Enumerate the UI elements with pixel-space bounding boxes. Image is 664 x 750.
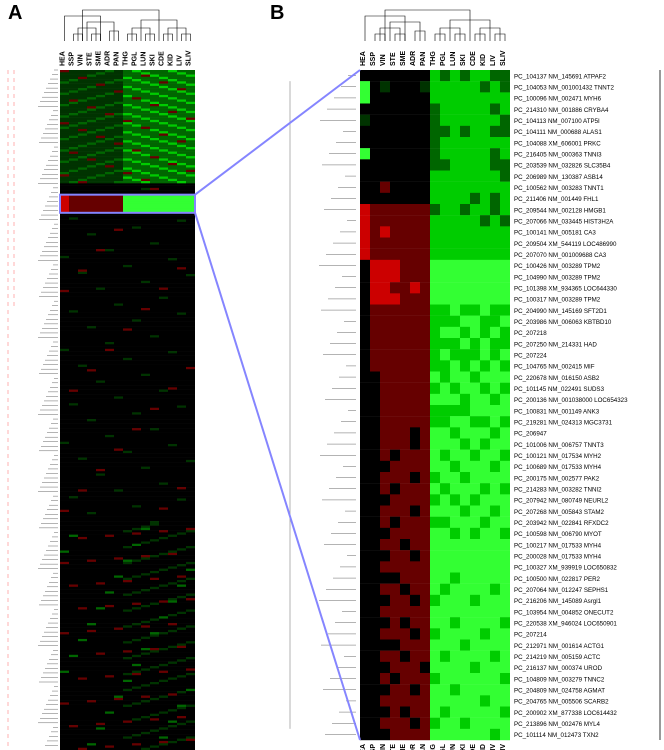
connector-lines — [0, 0, 664, 750]
